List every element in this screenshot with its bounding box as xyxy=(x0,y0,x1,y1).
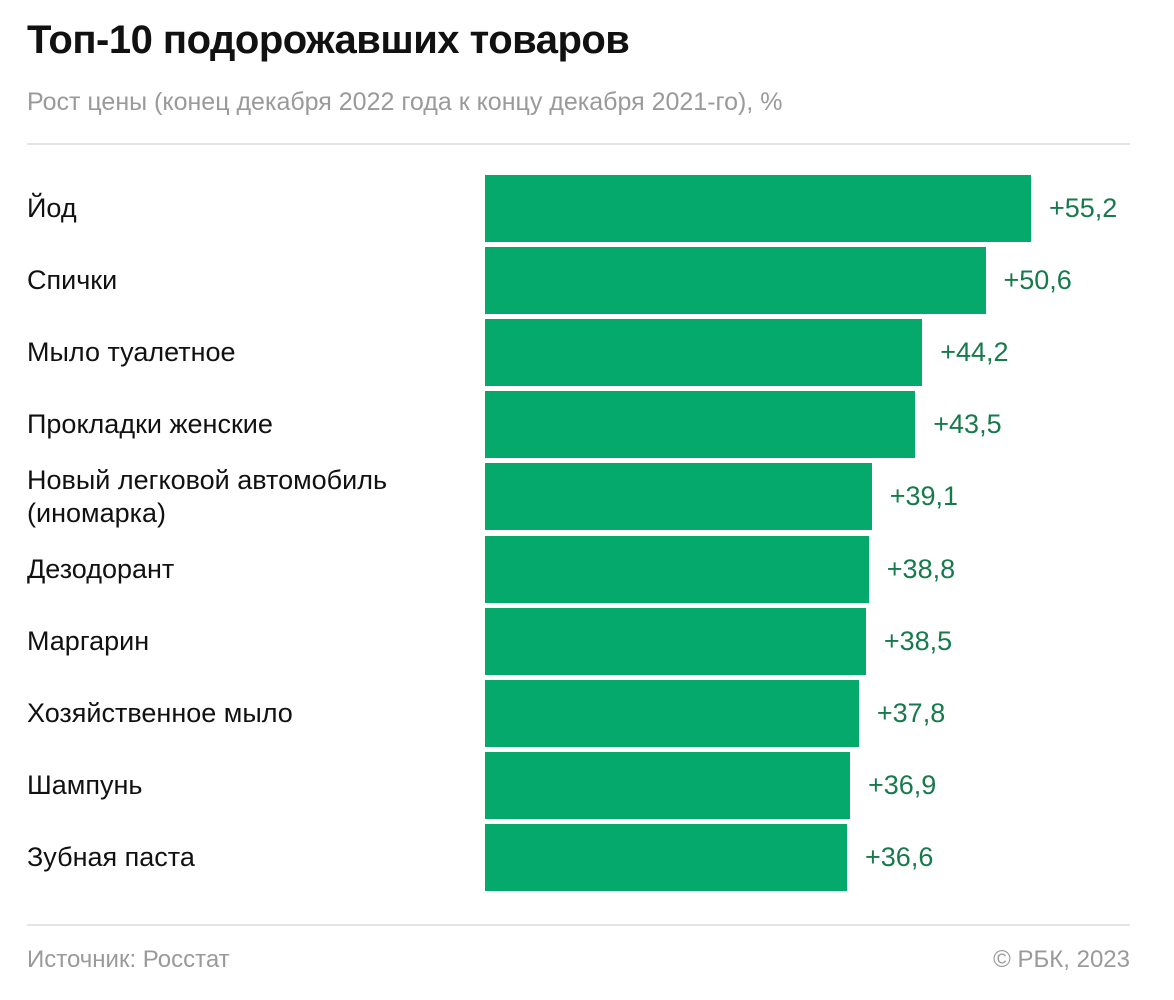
chart-subtitle: Рост цены (конец декабря 2022 года к кон… xyxy=(27,88,783,116)
bar xyxy=(485,535,869,603)
bar xyxy=(485,607,866,675)
value-label: +38,8 xyxy=(886,553,956,584)
bar xyxy=(485,247,986,315)
value-label: +50,6 xyxy=(1003,265,1072,296)
value-label: +38,5 xyxy=(883,625,953,656)
value-label: +36,6 xyxy=(865,841,934,872)
value-label: +55,2 xyxy=(1049,193,1118,223)
category-label: Дезодорант xyxy=(27,553,175,584)
bar xyxy=(485,391,916,459)
value-label: +43,5 xyxy=(933,409,1002,440)
chart-title: Топ-10 подорожавших товаров xyxy=(27,18,630,62)
divider xyxy=(27,143,1130,145)
category-label: Маргарин xyxy=(27,625,150,656)
category-label: Спички xyxy=(27,265,118,296)
divider xyxy=(27,924,1130,926)
bar xyxy=(485,751,850,819)
category-label: Зубная паста xyxy=(27,841,195,872)
category-label: Мыло туалетное xyxy=(27,337,236,368)
category-label: Шампунь xyxy=(27,769,143,800)
value-label: +39,1 xyxy=(889,481,959,512)
value-label: +37,8 xyxy=(876,697,946,728)
value-label: +44,2 xyxy=(940,337,1009,368)
category-label: Прокладки женские xyxy=(27,409,273,440)
credit: © РБК, 2023 xyxy=(993,946,1130,973)
bar xyxy=(485,463,872,531)
source: Источник: Росстат xyxy=(27,946,230,973)
category-label: Йод xyxy=(27,193,77,223)
bar xyxy=(485,679,859,747)
category-label: Новый легковой автомобиль (иномарка) xyxy=(27,464,388,528)
value-label: +36,9 xyxy=(867,769,937,800)
category-label: Хозяйственное мыло xyxy=(27,697,293,728)
bar xyxy=(485,175,1031,242)
bar xyxy=(485,823,848,891)
bar xyxy=(485,319,923,387)
